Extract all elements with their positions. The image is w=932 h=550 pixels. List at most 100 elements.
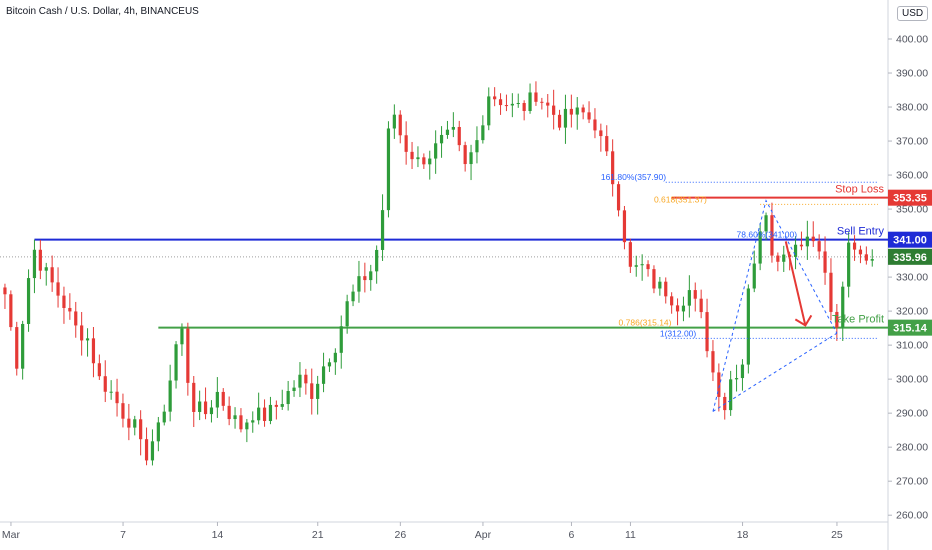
candle bbox=[776, 252, 780, 272]
candle bbox=[752, 250, 756, 293]
x-tick-label: 18 bbox=[737, 529, 749, 541]
candle bbox=[404, 121, 408, 165]
candle bbox=[428, 150, 432, 180]
candle-body bbox=[103, 376, 107, 392]
candle-body bbox=[74, 311, 78, 326]
candle-body bbox=[62, 295, 66, 308]
x-tick-label: 21 bbox=[312, 529, 324, 541]
candle bbox=[144, 427, 149, 466]
candle bbox=[133, 415, 137, 436]
y-tick-label: 320.00 bbox=[896, 306, 928, 318]
candle-body bbox=[198, 401, 202, 412]
candle bbox=[280, 389, 284, 410]
candle bbox=[56, 267, 60, 308]
candle-body bbox=[823, 251, 827, 273]
candle-body bbox=[552, 105, 556, 115]
candle bbox=[44, 262, 48, 286]
candle bbox=[50, 255, 54, 292]
candle bbox=[469, 144, 473, 181]
candle bbox=[835, 304, 839, 341]
current-price-tag bbox=[888, 248, 932, 265]
x-tick-label: 11 bbox=[625, 529, 636, 541]
down-arrow-annotation bbox=[784, 241, 813, 327]
candle-body bbox=[658, 281, 662, 289]
candle bbox=[504, 94, 509, 112]
candle-body bbox=[646, 264, 650, 270]
candle-body bbox=[115, 391, 119, 404]
candle-body bbox=[109, 391, 113, 393]
candle bbox=[670, 292, 674, 314]
candle-body bbox=[835, 311, 839, 328]
candle bbox=[693, 282, 697, 312]
candle-body bbox=[622, 210, 627, 243]
candle-body bbox=[38, 249, 42, 271]
x-tick-label: Mar bbox=[2, 529, 21, 541]
candle bbox=[115, 378, 119, 417]
candle-body bbox=[15, 327, 19, 369]
candle bbox=[380, 194, 385, 261]
candle-body bbox=[652, 269, 656, 289]
candle-body bbox=[516, 102, 520, 104]
candle-body bbox=[664, 281, 668, 297]
candle-body bbox=[215, 391, 219, 408]
candle bbox=[687, 275, 691, 318]
candle bbox=[481, 115, 485, 144]
candle bbox=[487, 87, 491, 131]
candle-body bbox=[616, 184, 621, 211]
candle bbox=[516, 93, 520, 108]
candle bbox=[38, 239, 42, 280]
level-label: Take Profit bbox=[832, 314, 884, 326]
candle-body bbox=[363, 276, 367, 281]
currency-button[interactable]: USD bbox=[897, 6, 929, 21]
y-tick-label: 380.00 bbox=[896, 102, 928, 114]
candle bbox=[563, 94, 568, 144]
candle-body bbox=[534, 92, 538, 102]
candle bbox=[841, 281, 845, 342]
candle-body bbox=[434, 143, 438, 159]
candle-body bbox=[44, 267, 48, 271]
candle-body bbox=[852, 242, 857, 250]
candle bbox=[705, 298, 709, 358]
level-label: Sell Entry bbox=[837, 226, 885, 238]
time-axis[interactable]: Mar 7 14 21 26 Apr 6 11 18 25 bbox=[2, 522, 843, 541]
candle bbox=[622, 205, 627, 250]
x-tick-label: 25 bbox=[831, 529, 843, 541]
candle bbox=[422, 153, 426, 169]
candle bbox=[68, 293, 72, 320]
candle bbox=[552, 89, 556, 130]
candle-body bbox=[782, 254, 786, 262]
candle-body bbox=[587, 112, 591, 120]
candle-body bbox=[729, 379, 733, 411]
candle-body bbox=[398, 114, 402, 136]
candle-body bbox=[870, 259, 874, 261]
candle-body bbox=[91, 338, 96, 364]
candle bbox=[811, 221, 815, 247]
candle-body bbox=[764, 215, 768, 232]
candle bbox=[652, 265, 656, 294]
candle-body bbox=[351, 291, 355, 302]
candle-body bbox=[85, 338, 90, 341]
candle bbox=[286, 380, 290, 411]
candle-body bbox=[268, 404, 273, 422]
candle bbox=[85, 328, 90, 357]
candle-body bbox=[498, 99, 503, 106]
price-axis[interactable]: 260.00 270.00 280.00 290.00 300.00 310.00 320.… bbox=[888, 34, 928, 522]
candle-body bbox=[463, 145, 467, 165]
candle bbox=[463, 141, 467, 172]
candle-body bbox=[699, 298, 703, 313]
candle bbox=[457, 120, 461, 152]
candle-body bbox=[150, 441, 155, 461]
candle-body bbox=[156, 422, 160, 442]
candle bbox=[611, 139, 615, 197]
candle-body bbox=[504, 105, 509, 107]
candle bbox=[221, 388, 225, 411]
candle bbox=[498, 93, 503, 115]
candle-body bbox=[9, 294, 13, 328]
candle bbox=[257, 392, 261, 425]
candle bbox=[215, 377, 219, 418]
candle-body bbox=[711, 351, 715, 373]
fib-level-label: 1(312.00) bbox=[660, 328, 697, 338]
level-price-value: 353.35 bbox=[893, 193, 927, 205]
candle-body bbox=[3, 287, 7, 295]
